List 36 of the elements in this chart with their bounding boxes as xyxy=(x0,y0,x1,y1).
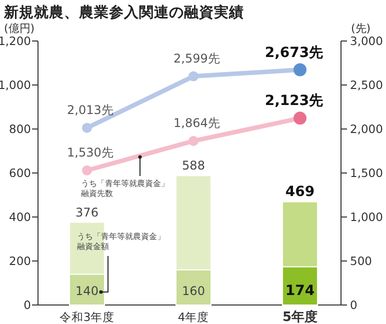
data-label: 2,123先 xyxy=(264,93,324,110)
point xyxy=(188,71,198,82)
y-tick-label: 400 xyxy=(9,210,31,224)
total-label: 588 xyxy=(182,158,205,173)
y2-tick-label: 1,500 xyxy=(350,166,383,180)
data-label: 2,013先 xyxy=(67,102,114,117)
y2-tick-label: 2,500 xyxy=(350,78,383,92)
data-label: 140 xyxy=(76,284,98,298)
y-tick-label: 0 xyxy=(24,298,31,312)
data-label: 174 xyxy=(285,283,315,299)
data-label: 2,673先 xyxy=(264,44,324,61)
chart-title: 新規就農、農業参入関連の融資実績 xyxy=(3,3,244,21)
y2-tick-label: 500 xyxy=(350,254,372,268)
point xyxy=(82,122,92,133)
y2-tick-label: 3,000 xyxy=(350,34,383,48)
x-tick-label: 4年度 xyxy=(178,310,210,324)
y2-tick-label: 2,000 xyxy=(350,122,383,136)
y2-axis-title: (先) xyxy=(351,22,371,35)
data-label: 2,599先 xyxy=(174,51,220,66)
y2-tick-label: 1,000 xyxy=(350,210,383,224)
data-label: 160 xyxy=(182,284,205,298)
data-label: 1,864先 xyxy=(174,116,220,130)
y-tick-label: 200 xyxy=(9,254,31,268)
x-tick-label: 令和3年度 xyxy=(59,310,115,324)
total-label: 376 xyxy=(76,205,98,220)
x-tick-label: 5年度 xyxy=(282,309,318,324)
data-label: 1,530先 xyxy=(67,145,114,160)
y-axis-title: (億円) xyxy=(4,22,35,35)
annotation: うち「青年等就農資金」融資金額 xyxy=(77,232,165,251)
point xyxy=(82,165,92,176)
y-tick-label: 600 xyxy=(9,166,31,180)
total-label: 469 xyxy=(285,184,315,200)
annotation: うち「青年等就農資金」融資先数 xyxy=(81,179,169,198)
y2-tick-label: 0 xyxy=(350,298,358,312)
point xyxy=(188,136,198,146)
y-tick-label: 800 xyxy=(9,122,31,136)
